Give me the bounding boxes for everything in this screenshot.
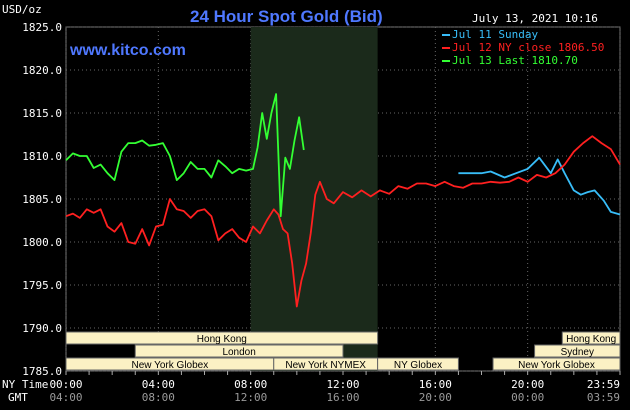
gmt-tick-label: 20:00: [419, 391, 452, 404]
y-tick-label: 1825.0: [22, 21, 62, 34]
session-label: London: [222, 347, 255, 358]
series-lines: [65, 93, 621, 308]
y-tick-label: 1805.0: [22, 193, 62, 206]
gmt-tick-label: 00:00: [511, 391, 544, 404]
legend: Jul 11 Sunday Jul 12 NY close 1806.50 Ju…: [442, 28, 604, 67]
gmt-tick-label: 08:00: [142, 391, 175, 404]
y-axis-unit: USD/oz: [2, 3, 42, 16]
ny-tick-label: 12:00: [326, 378, 359, 391]
ny-tick-label: 23:59: [587, 378, 620, 391]
series-line: [65, 135, 621, 308]
session-label: NY Globex: [394, 360, 442, 371]
legend-label-jul12: Jul 12 NY close 1806.50: [452, 41, 604, 54]
session-label: New York Globex: [518, 360, 595, 371]
ny-tick-label: 00:00: [49, 378, 82, 391]
session-bar: [534, 344, 621, 358]
gmt-tick-label: 12:00: [234, 391, 267, 404]
ny-tick-label: 16:00: [419, 378, 452, 391]
y-tick-label: 1810.0: [22, 150, 62, 163]
y-tick-labels: 1785.0 1790.0 1795.0 1800.0 1805.0 1810.0 1815…: [22, 21, 62, 378]
gmt-label: GMT: [8, 391, 28, 404]
legend-label-jul11: Jul 11 Sunday: [452, 28, 538, 41]
session-bar: [492, 357, 621, 371]
site-link[interactable]: www.kitco.com: [69, 42, 186, 59]
y-tick-label: 1795.0: [22, 279, 62, 292]
chart-title: 24 Hour Spot Gold (Bid): [190, 7, 383, 26]
session-label: Hong Kong: [566, 334, 616, 345]
gmt-tick-label: 03:59: [587, 391, 620, 404]
y-tick-label: 1790.0: [22, 322, 62, 335]
y-tick-label: 1815.0: [22, 107, 62, 120]
session-bar: [65, 331, 379, 345]
legend-item-jul12: Jul 12 NY close 1806.50: [442, 41, 604, 54]
session-label: Sydney: [561, 347, 594, 358]
legend-label-jul13: Jul 13 Last 1810.70: [452, 54, 578, 67]
session-bars: Hong Kong Hong Kong London Sydney New York G…: [65, 331, 621, 371]
y-tick-label: 1800.0: [22, 236, 62, 249]
ny-tick-label: 04:00: [142, 378, 175, 391]
ny-time-label: NY Time: [2, 378, 48, 391]
session-label: New York NYMEX: [285, 360, 366, 371]
x-tick-labels: 00:00 04:00 08:00 12:00 16:00 20:00 23:5904:00…: [49, 378, 620, 404]
legend-item-jul13: Jul 13 Last 1810.70: [442, 54, 578, 67]
session-bar: [134, 344, 344, 358]
y-tick-label: 1785.0: [22, 365, 62, 378]
series-line: [65, 93, 305, 218]
session-bar: [561, 331, 621, 345]
gmt-tick-label: 16:00: [326, 391, 359, 404]
session-label: Hong Kong: [197, 334, 247, 345]
y-tick-label: 1820.0: [22, 64, 62, 77]
ny-tick-label: 08:00: [234, 378, 267, 391]
gmt-tick-label: 04:00: [49, 391, 82, 404]
chart-date: July 13, 2021 10:16: [472, 12, 598, 25]
series-line: [458, 156, 621, 216]
legend-item-jul11: Jul 11 Sunday: [442, 28, 538, 41]
session-bar: [377, 357, 459, 371]
ny-tick-label: 20:00: [511, 378, 544, 391]
session-label: New York Globex: [132, 360, 209, 371]
